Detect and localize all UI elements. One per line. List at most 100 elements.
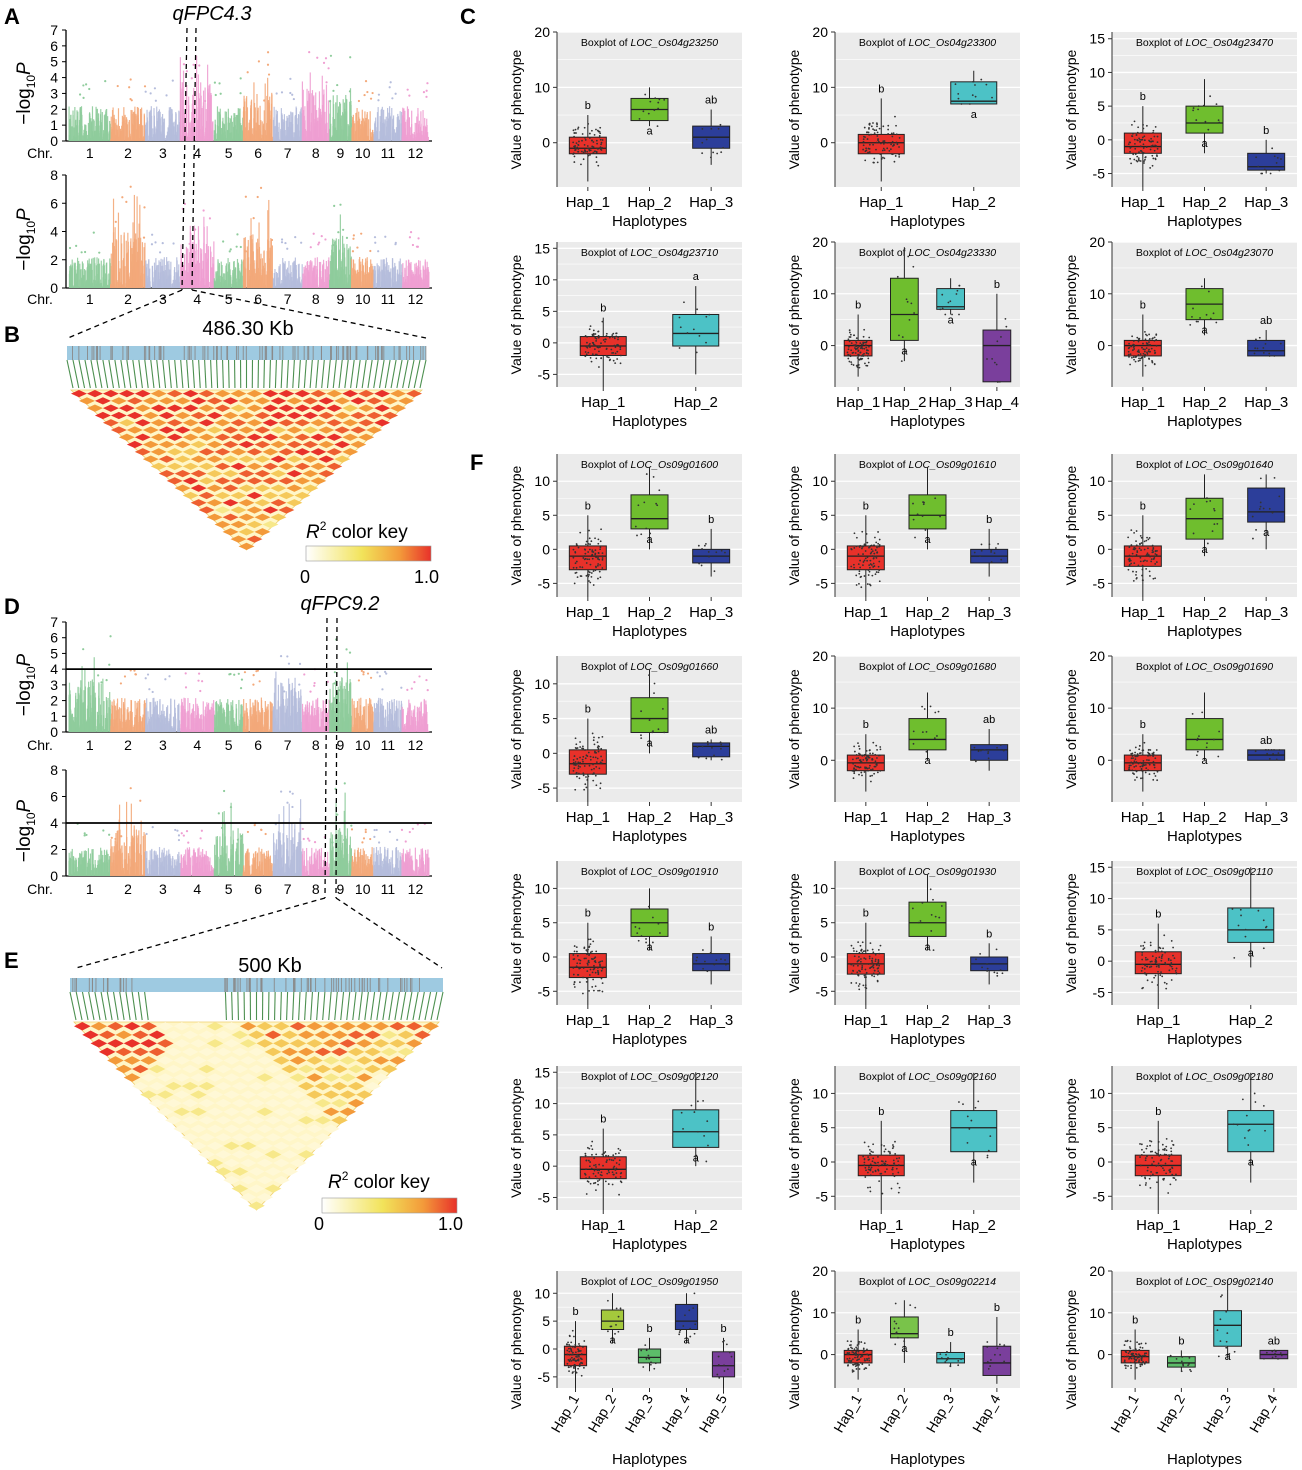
manhattan-snp (222, 240, 225, 243)
manhattan-snp (369, 249, 372, 253)
manhattan-snp (252, 217, 255, 220)
manhattan-chr-tick: 1 (86, 291, 94, 307)
manhattan-chr-tick: 2 (124, 737, 132, 753)
manhattan-ylabel: −log10P (14, 208, 38, 271)
manhattan-ylabel: −log10P (14, 62, 38, 125)
manhattan-snp (75, 244, 78, 247)
manhattan-ytick: 2 (50, 101, 58, 117)
manhattan-snp (165, 94, 168, 97)
manhattan-chr-tick: 3 (159, 291, 167, 307)
manhattan-snp (128, 86, 131, 89)
manhattan-snp (409, 231, 413, 234)
manhattan-chr-tick: 2 (124, 291, 132, 307)
manhattan-snp (197, 679, 200, 682)
manhattan-snp (214, 93, 217, 97)
manhattan-chr-tick: 2 (124, 145, 132, 161)
panel-label-b: B (4, 322, 20, 347)
manhattan-snp (329, 54, 333, 57)
manhattan-ytick: 8 (50, 167, 58, 183)
manhattan-snp (229, 248, 232, 251)
manhattan-snp (316, 56, 319, 59)
manhattan-snp (149, 92, 152, 95)
manhattan-chr-tick: 7 (284, 291, 292, 307)
manhattan-snp (237, 672, 240, 675)
manhattan-chr-tick: 5 (225, 737, 233, 753)
manhattan-snp (284, 241, 287, 245)
manhattan-snp (389, 81, 392, 84)
manhattan-snp (68, 246, 72, 250)
manhattan-snp (197, 672, 201, 675)
manhattan-snp (270, 238, 274, 242)
manhattan-snp (408, 236, 412, 239)
manhattan-snp (144, 677, 147, 680)
qtl-title-9: qFPC9.2 (301, 593, 380, 615)
manhattan-ytick: 5 (50, 54, 58, 70)
manhattan-snp (337, 231, 340, 234)
manhattan-snp (151, 690, 154, 694)
manhattan-snp (228, 250, 231, 253)
manhattan-snp (109, 635, 112, 638)
manhattan-snp (125, 200, 128, 203)
manhattan-snp (190, 77, 193, 80)
manhattan-snp (327, 67, 330, 70)
manhattan-chr-label: Chr. (27, 145, 53, 161)
manhattan-snp (308, 51, 311, 54)
manhattan-ytick: 3 (50, 85, 58, 101)
manhattan-ytick: 7 (50, 22, 58, 38)
manhattan-snp (369, 97, 373, 100)
manhattan-snp (240, 678, 244, 681)
manhattan-ytick: 5 (50, 645, 58, 661)
manhattan-snp (416, 245, 419, 248)
manhattan-snp (300, 241, 303, 244)
qtl-title-4: qFPC4.3 (173, 3, 252, 25)
manhattan-snp (373, 236, 377, 239)
manhattan-ytick: 0 (50, 724, 58, 740)
manhattan-snp (266, 63, 270, 66)
manhattan-snp (154, 99, 157, 102)
manhattan-snp (150, 243, 154, 246)
manhattan-snp (239, 245, 242, 249)
manhattan-snp (188, 242, 191, 246)
manhattan-ytick: 0 (50, 133, 58, 149)
manhattan-snp (239, 687, 243, 690)
manhattan-chr-tick: 9 (337, 291, 345, 307)
manhattan-snp (406, 88, 409, 91)
manhattan-snp (246, 71, 249, 74)
manhattan-snp (377, 93, 381, 96)
manhattan-snp (92, 231, 95, 234)
manhattan-snp (388, 86, 391, 89)
manhattan-snp (259, 186, 263, 189)
manhattan-snp (164, 678, 167, 681)
manhattan-snp (201, 680, 204, 683)
manhattan-snp (364, 80, 368, 83)
manhattan-snp (82, 96, 85, 99)
manhattan-snp (123, 675, 127, 678)
manhattan-chr-tick: 6 (254, 291, 262, 307)
manhattan-snp (411, 243, 415, 247)
manhattan-chr-tick: 6 (254, 145, 262, 161)
manhattan-snp (151, 233, 154, 236)
manhattan-ytick: 1 (50, 117, 58, 133)
manhattan-snp (286, 247, 289, 250)
manhattan-snp (143, 206, 146, 209)
manhattan-snp (425, 89, 428, 92)
manhattan-chr-tick: 12 (408, 291, 424, 307)
manhattan-snp (88, 87, 91, 91)
manhattan-chr-tick: 10 (355, 291, 371, 307)
manhattan-snp (336, 83, 339, 87)
manhattan-chr-tick: 4 (193, 291, 201, 307)
manhattan-ytick: 4 (50, 661, 58, 677)
manhattan-snp (199, 689, 202, 693)
manhattan-snp (332, 89, 335, 92)
manhattan-snp (312, 232, 315, 235)
manhattan-snp (208, 217, 212, 220)
manhattan-snp (280, 91, 284, 94)
manhattan-snp (357, 99, 361, 103)
manhattan-snp (280, 241, 284, 244)
manhattan-snp (356, 246, 359, 249)
manhattan-chr-tick: 1 (86, 145, 94, 161)
manhattan-snp (183, 202, 187, 206)
manhattan-chr-tick: 5 (225, 291, 233, 307)
manhattan-snp (82, 84, 85, 87)
